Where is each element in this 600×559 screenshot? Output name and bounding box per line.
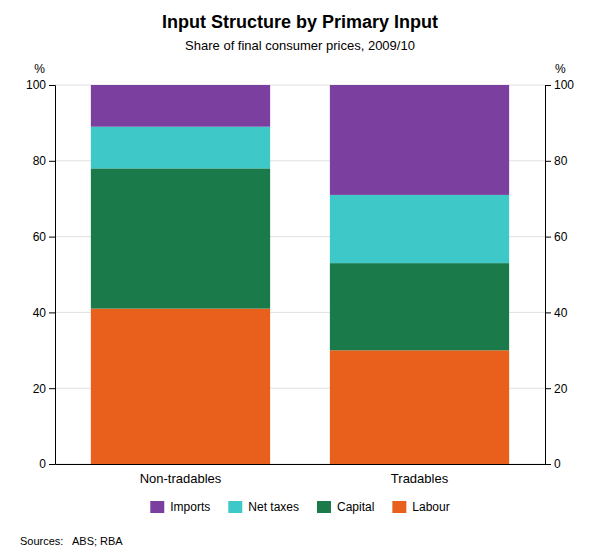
- bar: [330, 195, 509, 263]
- tick-label: Non-tradables: [140, 471, 222, 486]
- tick: 20: [33, 382, 55, 396]
- title: Input Structure by Primary Input: [162, 12, 438, 32]
- bar: [330, 263, 509, 350]
- tick-label: 20: [554, 382, 568, 396]
- tick-mark: [49, 312, 55, 313]
- legend-label: Labour: [412, 500, 449, 514]
- legend-item: Imports: [150, 500, 210, 514]
- bar: [91, 309, 270, 464]
- x-axis: Non-tradables Tradables: [56, 464, 546, 486]
- bars: [91, 85, 509, 464]
- bar: [330, 350, 509, 464]
- axis-line: [56, 464, 546, 465]
- axis-title: %: [555, 62, 566, 76]
- bar-series: [91, 168, 509, 350]
- tick-label: 80: [33, 154, 47, 168]
- tick: Non-tradables: [140, 464, 222, 486]
- tick: 0: [545, 457, 561, 471]
- tick: 0: [39, 457, 55, 471]
- legend-label: Net taxes: [248, 500, 299, 514]
- tick-mark: [545, 161, 551, 162]
- legend-item: Capital: [317, 500, 374, 514]
- axis-line: [49, 86, 56, 465]
- tick-mark: [49, 388, 55, 389]
- tick: 60: [545, 230, 568, 244]
- tick-label: 0: [554, 457, 561, 471]
- y-axis: 0 20 40 60 80 100: [26, 78, 56, 471]
- tick-label: Tradables: [391, 471, 449, 486]
- tick: 40: [545, 306, 568, 320]
- tick: 20: [545, 382, 568, 396]
- tick: Tradables: [391, 464, 449, 486]
- chart: Input Structure by Primary Input Share of…: [0, 0, 600, 559]
- tick: 100: [545, 78, 574, 92]
- legend: Imports Net taxes Capital Labour: [150, 500, 449, 514]
- tick-mark: [49, 237, 55, 238]
- plot: 0 20 40 60 80 100 0 20 40 60 80 100 Non-tradables Tra…: [26, 62, 574, 486]
- legend-item: Net taxes: [228, 500, 299, 514]
- tick-label: 60: [33, 230, 47, 244]
- legend-item: Labour: [392, 500, 449, 514]
- bar: [91, 85, 270, 127]
- tick-label: 40: [33, 306, 47, 320]
- y2-axis: 0 20 40 60 80 100: [545, 78, 574, 471]
- axis-title: %: [34, 62, 45, 76]
- tick-mark: [545, 237, 551, 238]
- legend-swatch: [228, 501, 242, 513]
- tick: 100: [26, 78, 55, 92]
- tick-label: 100: [554, 78, 574, 92]
- tick-label: 100: [26, 78, 46, 92]
- legend-swatch: [392, 501, 406, 513]
- source: Sources: ABS; RBA: [20, 535, 123, 547]
- bar: [91, 127, 270, 169]
- bar-series: [91, 85, 509, 195]
- tick: 60: [33, 230, 55, 244]
- tick-label: 80: [554, 154, 568, 168]
- legend-label: Imports: [170, 500, 210, 514]
- tick: 80: [545, 154, 568, 168]
- tick-mark: [49, 464, 55, 465]
- tick-mark: [545, 464, 551, 465]
- tick: 80: [33, 154, 55, 168]
- tick-label: 20: [33, 382, 47, 396]
- bar: [91, 168, 270, 308]
- grid: [55, 85, 545, 464]
- subtitle: Share of final consumer prices, 2009/10: [185, 38, 415, 53]
- tick-mark: [545, 388, 551, 389]
- bar: [330, 85, 509, 195]
- tick-label: 0: [39, 457, 46, 471]
- tick: 40: [33, 306, 55, 320]
- axis-line: [546, 86, 552, 465]
- tick-mark: [545, 85, 551, 86]
- tick-mark: [49, 85, 55, 86]
- tick-label: 40: [554, 306, 568, 320]
- tick-mark: [49, 161, 55, 162]
- legend-label: Capital: [337, 500, 374, 514]
- tick-label: 60: [554, 230, 568, 244]
- legend-swatch: [150, 501, 164, 513]
- legend-swatch: [317, 501, 331, 513]
- tick-mark: [545, 312, 551, 313]
